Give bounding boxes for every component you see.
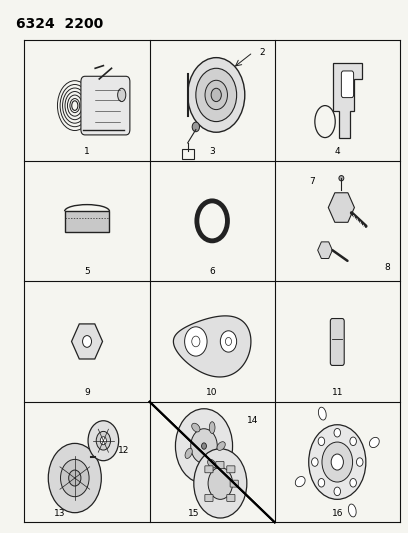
Ellipse shape <box>312 458 318 466</box>
Ellipse shape <box>318 437 325 446</box>
Text: 5: 5 <box>84 268 90 276</box>
Text: 7: 7 <box>309 177 315 187</box>
Ellipse shape <box>357 458 363 466</box>
FancyBboxPatch shape <box>81 76 130 135</box>
Ellipse shape <box>220 331 237 352</box>
Ellipse shape <box>217 442 225 450</box>
FancyBboxPatch shape <box>230 480 238 487</box>
Text: 15: 15 <box>188 508 199 518</box>
Ellipse shape <box>322 442 353 482</box>
Ellipse shape <box>196 68 237 122</box>
Ellipse shape <box>175 409 233 483</box>
Ellipse shape <box>334 487 341 496</box>
Ellipse shape <box>184 327 207 356</box>
Text: 12: 12 <box>118 446 130 455</box>
Text: 1: 1 <box>84 147 90 156</box>
FancyBboxPatch shape <box>205 466 213 473</box>
Ellipse shape <box>350 479 357 487</box>
Ellipse shape <box>96 431 111 450</box>
Ellipse shape <box>209 422 215 433</box>
Text: 13: 13 <box>54 508 65 518</box>
Text: 14: 14 <box>247 416 259 425</box>
Ellipse shape <box>88 421 119 461</box>
Ellipse shape <box>191 429 217 463</box>
Text: 9: 9 <box>84 388 90 397</box>
Ellipse shape <box>208 467 233 499</box>
Ellipse shape <box>118 88 126 102</box>
Ellipse shape <box>309 425 366 499</box>
Ellipse shape <box>295 477 305 487</box>
Ellipse shape <box>331 454 344 470</box>
Ellipse shape <box>48 443 101 513</box>
Ellipse shape <box>202 443 206 449</box>
Text: 2: 2 <box>260 48 265 57</box>
Ellipse shape <box>211 88 222 102</box>
Polygon shape <box>64 211 109 231</box>
Ellipse shape <box>339 175 344 181</box>
Ellipse shape <box>334 429 341 437</box>
FancyBboxPatch shape <box>205 495 213 502</box>
Ellipse shape <box>350 437 357 446</box>
Text: 6: 6 <box>209 268 215 276</box>
Text: 11: 11 <box>332 388 343 397</box>
FancyBboxPatch shape <box>341 71 354 98</box>
Ellipse shape <box>60 459 89 497</box>
Text: 4: 4 <box>335 147 340 156</box>
Ellipse shape <box>185 448 192 458</box>
Text: 10: 10 <box>206 388 218 397</box>
Text: 8: 8 <box>384 263 390 271</box>
Text: 6324  2200: 6324 2200 <box>16 17 104 31</box>
FancyBboxPatch shape <box>227 495 235 502</box>
Text: 16: 16 <box>332 508 343 518</box>
FancyBboxPatch shape <box>227 466 235 473</box>
Ellipse shape <box>192 122 200 132</box>
Ellipse shape <box>192 423 200 432</box>
Ellipse shape <box>100 437 106 445</box>
Ellipse shape <box>318 407 326 420</box>
Ellipse shape <box>348 504 356 517</box>
Ellipse shape <box>369 438 379 448</box>
Polygon shape <box>333 63 362 138</box>
Ellipse shape <box>318 479 325 487</box>
Text: 3: 3 <box>209 147 215 156</box>
FancyBboxPatch shape <box>216 462 224 469</box>
Ellipse shape <box>208 459 216 468</box>
Ellipse shape <box>82 336 91 348</box>
Polygon shape <box>173 316 251 377</box>
Ellipse shape <box>69 470 81 486</box>
Ellipse shape <box>194 449 247 518</box>
FancyBboxPatch shape <box>330 319 344 366</box>
Ellipse shape <box>188 58 245 132</box>
Ellipse shape <box>205 80 228 110</box>
